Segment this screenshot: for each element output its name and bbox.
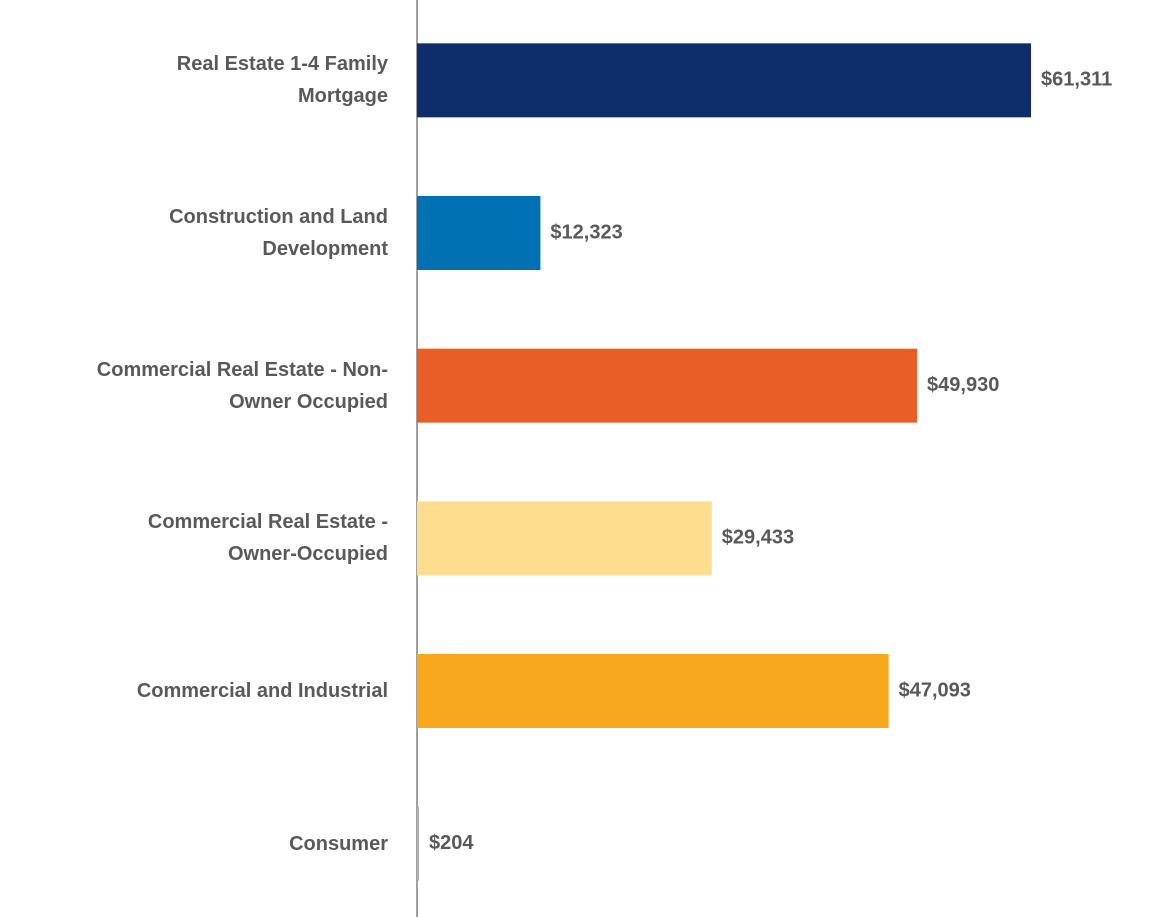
category-label: Commercial Real Estate - Owner-Occupied [147,511,388,566]
value-label: $49,930 [927,374,999,396]
category-label: Consumer [289,832,388,855]
value-label: $29,433 [722,527,794,549]
bar [417,501,712,576]
bar [417,196,541,270]
bar [417,348,918,423]
bar [417,806,420,881]
category-label: Commercial Real Estate - Non- Owner Occu… [96,358,388,413]
category-label: Construction and Land Development [169,206,388,260]
bar [417,654,889,728]
category-label: Real Estate 1-4 Family Mortgage [176,53,388,108]
value-label: $61,311 [1041,69,1112,91]
value-label: $12,323 [550,221,622,243]
bar [417,43,1032,118]
value-label: $204 [429,832,474,854]
value-label: $47,093 [899,679,971,701]
category-label: Commercial and Industrial [136,680,388,702]
